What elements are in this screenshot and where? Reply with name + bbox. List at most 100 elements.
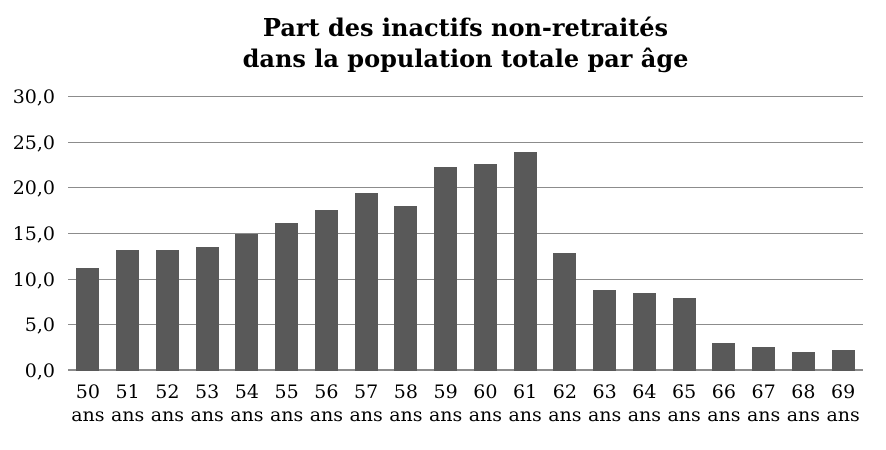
bar-67	[752, 347, 776, 371]
x-tick-label: 55 ans	[267, 381, 307, 427]
bar-63	[593, 289, 617, 371]
bar-slot	[187, 97, 227, 371]
x-tick-unit: ans	[587, 404, 622, 426]
x-tick-age: 59	[433, 381, 458, 403]
x-tick-label: 61 ans	[505, 381, 545, 427]
x-tick-unit: ans	[826, 404, 860, 426]
x-tick-age: 68	[791, 381, 816, 403]
x-tick-unit: ans	[508, 404, 542, 426]
bar-slot	[664, 97, 704, 371]
bar-64	[632, 293, 656, 371]
y-tick-label: 15,0	[12, 223, 55, 245]
gridline	[68, 187, 863, 189]
x-tick-age: 50	[75, 381, 100, 403]
x-tick-unit: ans	[150, 404, 185, 426]
x-tick-age: 51	[115, 381, 140, 403]
x-tick-unit: ans	[309, 404, 344, 426]
bar-slot	[108, 97, 148, 371]
x-tick-unit: ans	[269, 404, 304, 426]
bar-50	[76, 267, 100, 371]
x-tick-label: 59 ans	[426, 381, 466, 427]
bar-slot	[466, 97, 506, 371]
x-tick-age: 67	[751, 381, 776, 403]
bar-slot	[744, 97, 784, 371]
x-tick-age: 53	[195, 381, 220, 403]
bar-slot	[625, 97, 665, 371]
bar-56	[314, 210, 338, 371]
gridline	[68, 96, 863, 97]
x-tick-age: 60	[473, 381, 498, 403]
bar-59	[434, 167, 458, 371]
x-tick-unit: ans	[230, 404, 264, 426]
x-tick-age: 57	[354, 381, 379, 403]
bar-slot	[227, 97, 267, 371]
bar-slot	[346, 97, 386, 371]
x-tick-label: 51 ans	[108, 381, 148, 427]
x-tick-age: 55	[274, 381, 299, 403]
x-tick-unit: ans	[190, 404, 224, 426]
x-tick-label: 69 ans	[823, 381, 863, 427]
x-tick-age: 64	[632, 381, 657, 403]
bar-58	[394, 205, 418, 371]
gridline	[68, 141, 863, 143]
bar-66	[712, 342, 736, 371]
x-tick-unit: ans	[389, 404, 423, 426]
bar-slot	[426, 97, 466, 371]
x-tick-label: 56 ans	[307, 381, 347, 427]
chart-title-line1: Part des inactifs non-retraités	[262, 13, 669, 42]
y-tick-label: 30,0	[12, 86, 55, 108]
x-tick-unit: ans	[548, 404, 582, 426]
bar-52	[155, 249, 179, 371]
bar-slot	[307, 97, 347, 371]
x-tick-age: 65	[672, 381, 697, 403]
y-tick-label: 0,0	[24, 360, 55, 382]
bar-54	[235, 234, 259, 371]
y-axis-labels: 0,0 5,0 10,0 15,0 20,0 25,0 30,0	[0, 87, 55, 381]
x-tick-unit: ans	[71, 404, 105, 426]
y-tick-label: 25,0	[12, 131, 55, 154]
x-tick-label: 64 ans	[625, 381, 665, 427]
bar-slot	[823, 97, 863, 371]
y-tick-label: 5,0	[24, 314, 55, 337]
x-tick-age: 62	[552, 381, 577, 403]
x-tick-age: 63	[592, 381, 617, 403]
bar-51	[116, 249, 140, 371]
gridline	[68, 324, 863, 326]
bar-slot	[704, 97, 744, 371]
x-tick-label: 53 ans	[187, 381, 227, 427]
bar-69	[831, 350, 855, 371]
bar-slot	[545, 97, 585, 371]
chart-title-line2: dans la population totale par âge	[242, 44, 689, 73]
x-tick-label: 65 ans	[664, 381, 704, 427]
x-tick-label: 52 ans	[148, 381, 188, 427]
bar-slot	[68, 97, 108, 371]
chart-title: Part des inactifs non-retraités dans la …	[68, 12, 863, 74]
bar-53	[195, 246, 219, 371]
x-axis-labels: 50 ans 51 ans 52 ans 53 ans 54 ans 55 ans 56 ans 57 ans…	[68, 381, 863, 427]
x-tick-label: 66 ans	[704, 381, 744, 427]
bar-slot	[505, 97, 545, 371]
y-tick-label: 20,0	[12, 177, 55, 200]
x-tick-unit: ans	[667, 404, 701, 426]
x-tick-label: 58 ans	[386, 381, 426, 427]
plot-area	[68, 96, 863, 371]
x-tick-label: 50 ans	[68, 381, 108, 427]
x-tick-age: 52	[155, 381, 180, 403]
bar-slot	[386, 97, 426, 371]
x-tick-unit: ans	[786, 404, 821, 426]
x-tick-unit: ans	[746, 404, 781, 426]
x-tick-age: 66	[711, 381, 736, 403]
x-tick-unit: ans	[428, 404, 463, 426]
gridline	[68, 278, 863, 280]
bar-slot	[148, 97, 188, 371]
gridline	[68, 233, 863, 234]
bar-57	[354, 192, 378, 371]
x-tick-unit: ans	[707, 404, 741, 426]
x-tick-label: 62 ans	[545, 381, 585, 427]
x-tick-label: 63 ans	[585, 381, 625, 427]
x-axis-line	[68, 369, 863, 371]
bar-slot	[267, 97, 307, 371]
x-tick-age: 54	[234, 381, 259, 403]
bar-62	[553, 253, 577, 371]
y-tick-label: 10,0	[12, 268, 55, 291]
